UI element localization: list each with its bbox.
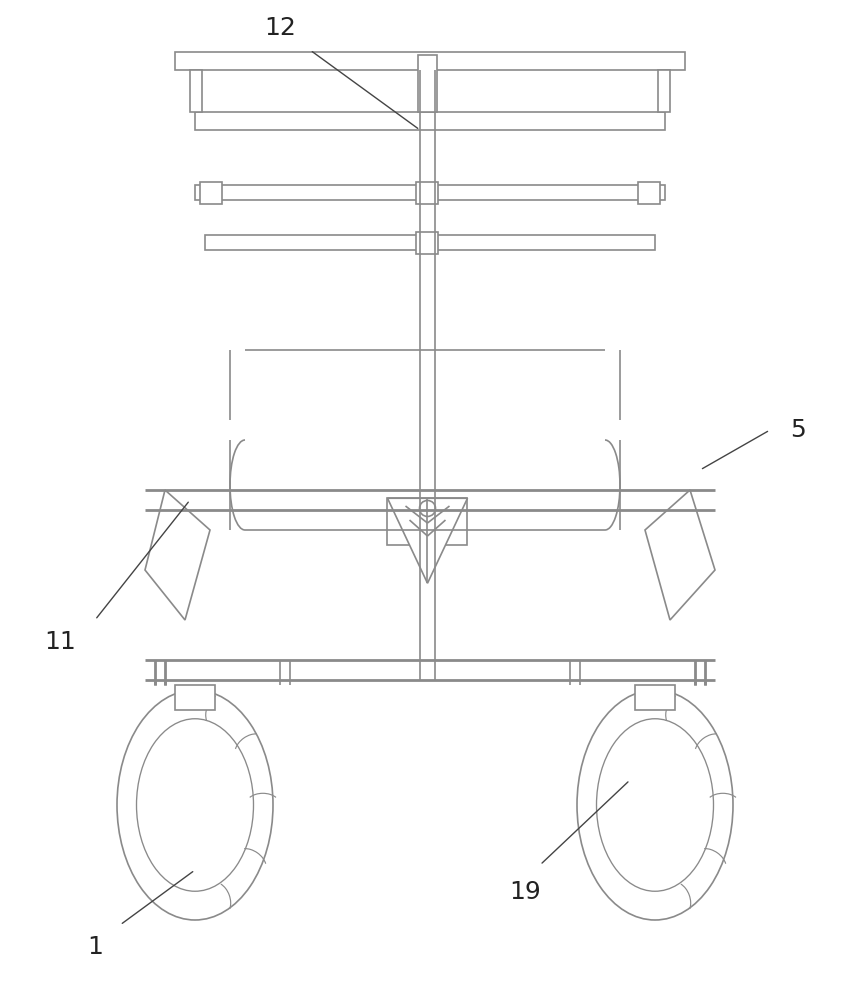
- Ellipse shape: [136, 719, 253, 891]
- Bar: [189, 70, 201, 112]
- Polygon shape: [644, 490, 714, 620]
- Bar: [637, 182, 660, 204]
- Text: 1: 1: [87, 935, 102, 959]
- Text: 12: 12: [263, 16, 295, 40]
- Bar: [416, 232, 437, 254]
- Bar: [657, 70, 669, 112]
- Text: 19: 19: [509, 880, 540, 904]
- Polygon shape: [145, 490, 210, 620]
- Text: 11: 11: [44, 630, 76, 654]
- Bar: [200, 182, 222, 204]
- Circle shape: [419, 500, 435, 516]
- Bar: [387, 498, 467, 545]
- Text: 5: 5: [789, 418, 805, 442]
- Bar: [175, 685, 214, 710]
- Ellipse shape: [596, 719, 713, 891]
- Ellipse shape: [117, 690, 273, 920]
- Bar: [195, 185, 664, 200]
- Polygon shape: [387, 498, 467, 583]
- Bar: [418, 55, 437, 112]
- Bar: [175, 52, 684, 70]
- Bar: [635, 685, 674, 710]
- Ellipse shape: [576, 690, 732, 920]
- Bar: [205, 235, 654, 250]
- Bar: [416, 182, 437, 204]
- Bar: [195, 112, 664, 130]
